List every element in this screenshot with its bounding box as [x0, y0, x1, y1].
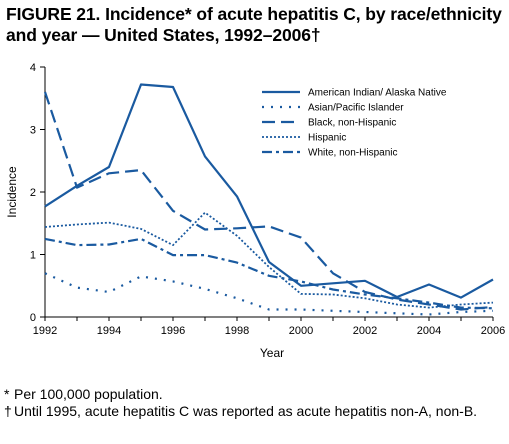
footnote-mark-dagger: †: [4, 403, 12, 419]
x-tick-label: 1996: [161, 325, 185, 337]
x-tick-label: 2000: [289, 325, 313, 337]
series-line-asian-pacific-islander: [44, 272, 494, 316]
legend-label-asian-pacific-islander: Asian/Pacific Islander: [308, 103, 404, 114]
y-axis-label: Incidence: [5, 166, 19, 218]
series-line-black-non-hispanic: [43, 91, 494, 311]
figure-title: FIGURE 21. Incidence* of acute hepatitis…: [6, 4, 506, 46]
x-tick-label: 1994: [97, 325, 121, 337]
y-tick-label: 0: [30, 312, 36, 324]
x-tick-label: 2004: [417, 325, 441, 337]
series-line-american-indian-alaska-native: [44, 83, 494, 299]
footnotes: * Per 100,000 population. † Until 1995, a…: [4, 386, 509, 420]
y-tick-label: 1: [30, 250, 36, 262]
figure-title-line-1: FIGURE 21. Incidence* of acute hepatitis…: [6, 4, 502, 24]
footnote-text-per-population: Per 100,000 population.: [14, 386, 163, 402]
y-tick-label: 2: [30, 187, 36, 199]
footnote-mark-asterisk: *: [4, 386, 10, 402]
series-line-white-non-hispanic: [44, 237, 494, 310]
footnote-per-population: * Per 100,000 population.: [4, 386, 509, 403]
chart-legend: American Indian/ Alaska Native Asian/Paci…: [262, 88, 447, 159]
x-tick-label: 1992: [33, 325, 57, 337]
x-tick-label: 2002: [353, 325, 377, 337]
x-tick-label: 2006: [481, 325, 505, 337]
legend-label-hispanic: Hispanic: [308, 133, 346, 144]
x-axis-label: Year: [260, 346, 284, 360]
legend-label-american-indian-alaska-native: American Indian/ Alaska Native: [308, 88, 447, 99]
chart-plot-area: [43, 83, 494, 316]
y-tick-label: 3: [30, 125, 36, 137]
figure-title-line-2: and year — United States, 1992–2006†: [6, 25, 321, 45]
y-tick-label: 4: [30, 62, 36, 74]
chart-axes: 0 1 2 3 4 1992 1994 1996 1998 2000 2002 2004 2006 Yea…: [5, 62, 505, 360]
legend-label-black-non-hispanic: Black, non-Hispanic: [308, 118, 396, 129]
footnote-reporting-note: † Until 1995, acute hepatitis C was repor…: [4, 403, 509, 420]
legend-label-white-non-hispanic: White, non-Hispanic: [308, 148, 397, 159]
line-chart: 0 1 2 3 4 1992 1994 1996 1998 2000 2002 2004 2006 Yea…: [5, 62, 505, 360]
x-tick-label: 1998: [225, 325, 249, 337]
footnote-text-reporting-note: Until 1995, acute hepatitis C was report…: [14, 403, 478, 419]
